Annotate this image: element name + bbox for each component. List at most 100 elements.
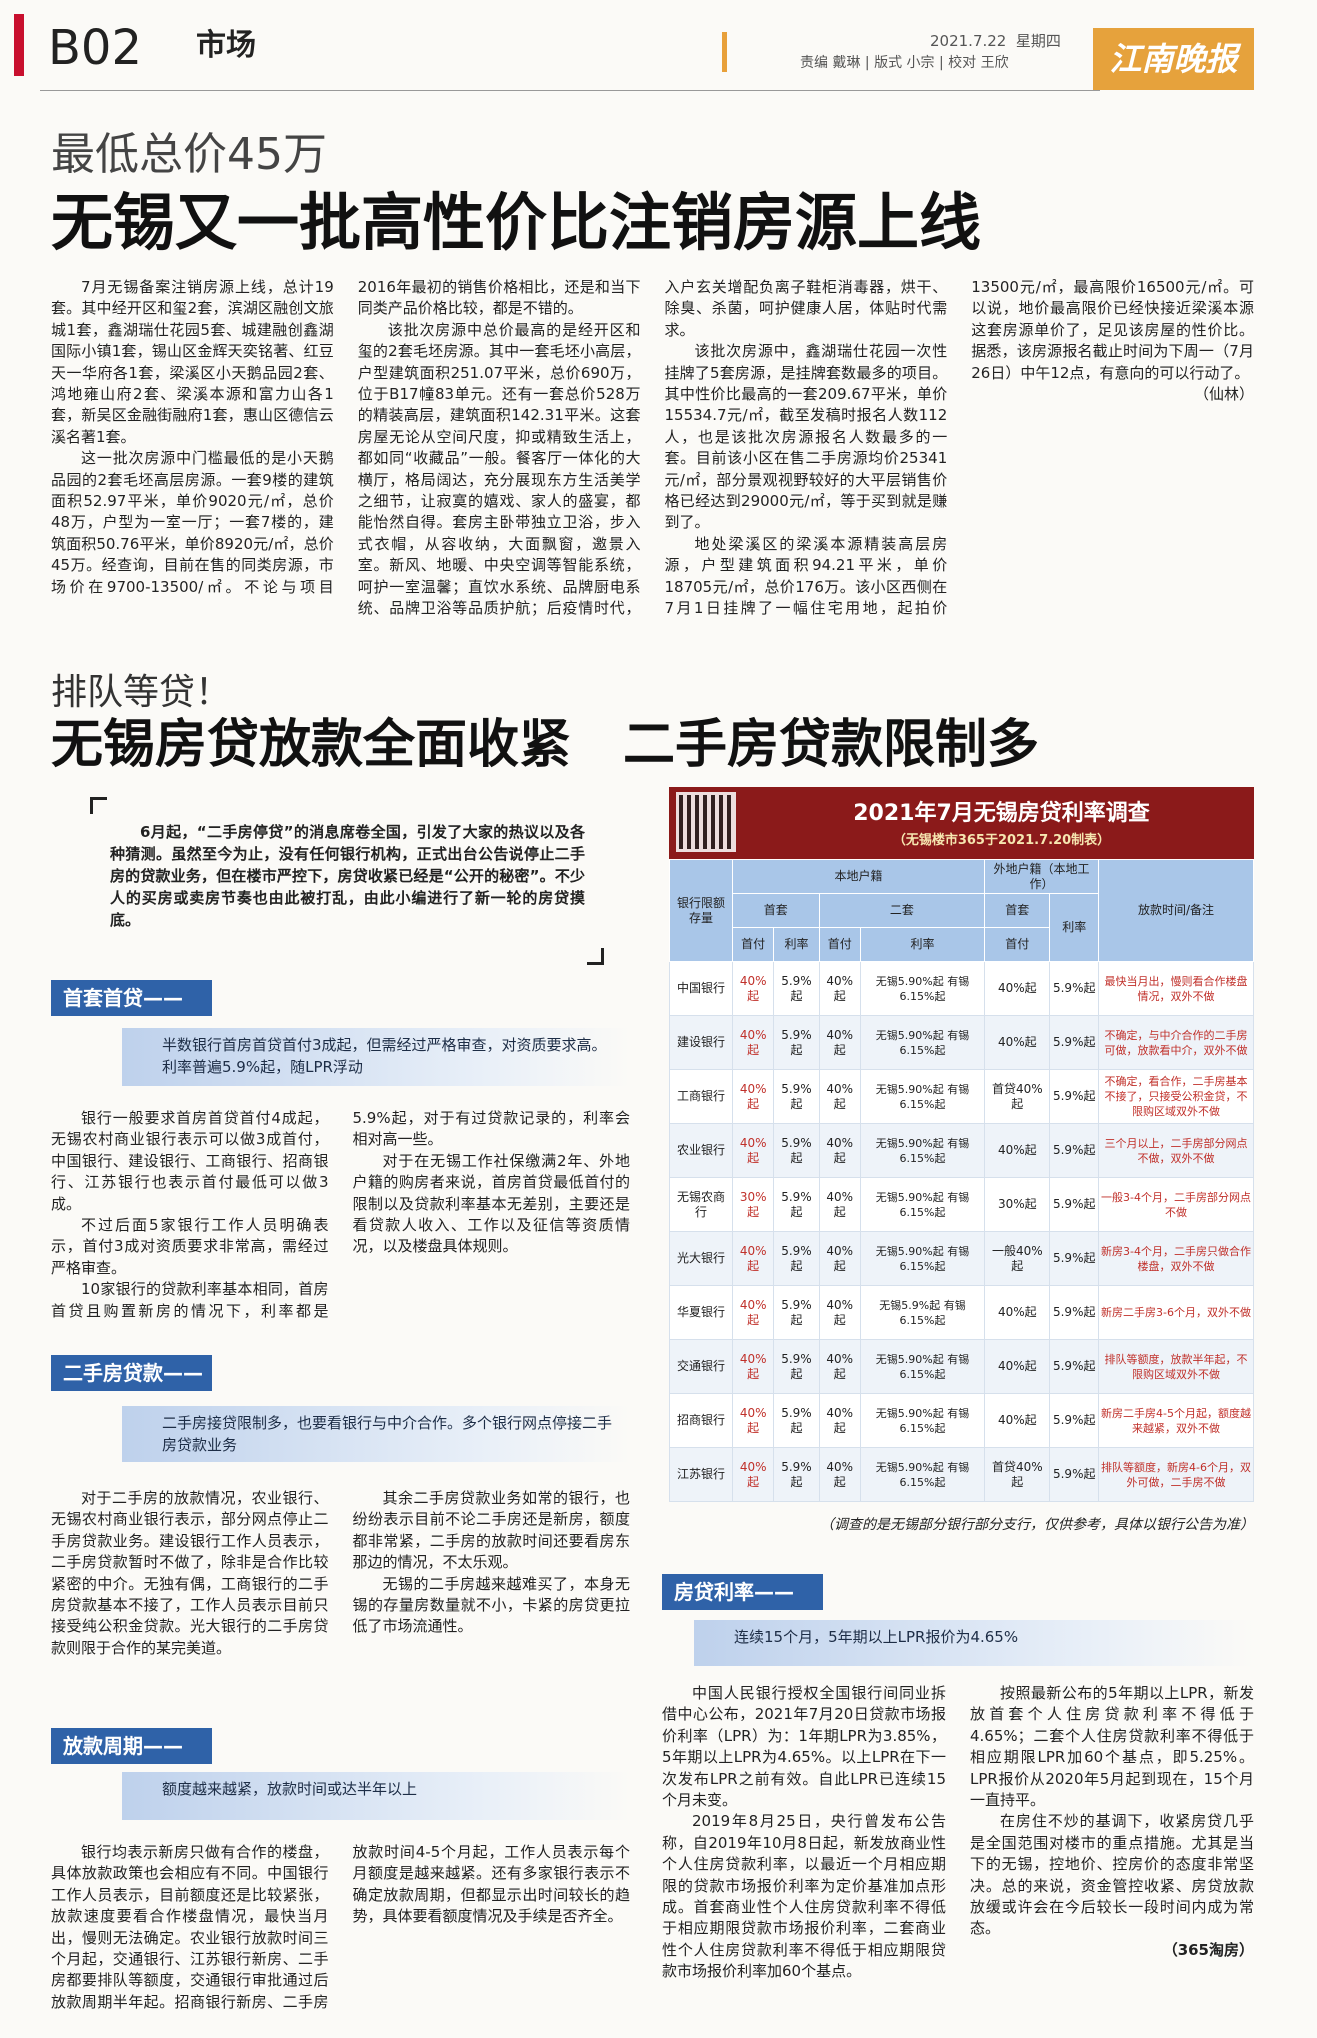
table-cell: 农业银行 bbox=[669, 1123, 733, 1178]
layout-editor: 版式 小宗 bbox=[874, 55, 935, 71]
table-cell: 5.9%起 bbox=[1049, 1231, 1099, 1286]
section-heading: 房贷利率—— bbox=[662, 1574, 823, 1610]
header-cell: 首付 bbox=[818, 927, 861, 962]
paragraph: 对于二手房的放款情况，农业银行、无锡农村商业银行表示，部分网点停止二手房贷款业务… bbox=[51, 1489, 329, 1657]
headline: 无锡又一批高性价比注销房源上线 bbox=[51, 186, 982, 259]
table-cell: 排队等额度，放款半年起，不限购区域双外不做 bbox=[1098, 1339, 1254, 1394]
table-cell: 5.9%起 bbox=[1049, 1177, 1099, 1232]
table-row: 工商银行 40%起 5.9%起 40%起 无锡5.90%起 有锡6.15%起 首贷40%起… bbox=[669, 1069, 1254, 1124]
table-cell: 40%起 bbox=[818, 1393, 861, 1448]
table-cell: 不确定，与中介合作的二手房可做，放款看中介，双外不做 bbox=[1098, 1015, 1254, 1070]
paragraph: 10家银行的贷款利率基本相同，首房首贷且购置新房的情况下，利率都是5.9%起，对… bbox=[51, 1109, 630, 1320]
table-cell: 40%起 bbox=[818, 961, 861, 1016]
red-bar bbox=[14, 14, 24, 76]
table-cell: 工商银行 bbox=[669, 1069, 733, 1124]
paragraph: 7月无锡备案注销房源上线，总计19套。其中经开区和玺2套，滨湖区融创文旅城1套，… bbox=[51, 278, 334, 446]
header-cell: 外地户籍（本地工作） bbox=[984, 859, 1099, 894]
table-cell: 无锡5.90%起 有锡6.15%起 bbox=[859, 1177, 986, 1232]
table-cell: 40%起 bbox=[731, 1123, 775, 1178]
table-row: 交通银行 40%起 5.9%起 40%起 无锡5.90%起 有锡6.15%起 40%起 5.… bbox=[669, 1339, 1254, 1394]
date: 2021.7.22 bbox=[930, 32, 1007, 50]
table-cell: 40%起 bbox=[731, 961, 775, 1016]
header-row: 首套 二套 首套 利率 bbox=[670, 893, 1254, 962]
paragraph: 银行均表示新房只做有合作的楼盘，具体放款政策也会相应有不同。中国银行工作人员表示… bbox=[51, 1843, 630, 2011]
section-summary: 半数银行首房首贷首付3成起，但需经过严格审查，对资质要求高。利率普遍5.9%起，… bbox=[122, 1028, 630, 1086]
table-cell: 交通银行 bbox=[669, 1339, 733, 1394]
table-cell: 5.9%起 bbox=[773, 961, 820, 1016]
paragraph: 这一批次房源中门槛最低的是小天鹅品园的2套毛坯高层房源。一套9楼的建筑面积52.… bbox=[51, 278, 641, 596]
table-cell: 5.9%起 bbox=[1049, 1123, 1099, 1178]
lead: 6月起，“二手房停贷”的消息席卷全国，引发了大家的热议以及各种猜测。虽然至今为止… bbox=[110, 823, 585, 929]
corner bbox=[90, 797, 107, 814]
header-cell: 本地户籍 bbox=[731, 859, 986, 894]
table-title: 2021年7月无锡房贷利率调查 bbox=[853, 801, 1150, 826]
paragraph: 不过后面5家银行工作人员明确表示，首付3成对资质要求非常高，需经过严格审查。 bbox=[51, 1216, 329, 1277]
table-note: （调查的是无锡部分银行部分支行，仅供参考，具体以银行公告为准） bbox=[820, 1517, 1254, 1533]
section-name: 市场 bbox=[196, 28, 256, 63]
byline: （仙林） bbox=[1193, 385, 1254, 404]
table-cell: 5.9%起 bbox=[773, 1177, 820, 1232]
header-cell: 首付 bbox=[731, 927, 775, 962]
table-cell: 40%起 bbox=[984, 1123, 1051, 1178]
table-cell: 40%起 bbox=[731, 1069, 775, 1124]
paragraph: 该批次房源中，鑫湖瑞仕花园一次性挂牌了5套房源，是挂牌套数最多的项目。其中性价比… bbox=[664, 342, 948, 532]
table-cell: 首贷40%起 bbox=[984, 1069, 1051, 1124]
table-cell: 新房二手房4-5个月起，额度越来越紧，双外不做 bbox=[1098, 1393, 1254, 1448]
qr-code bbox=[676, 792, 736, 852]
table-cell: 40%起 bbox=[818, 1069, 861, 1124]
header-row: 首付 利率 首付 利率 首付 bbox=[670, 927, 1254, 962]
table-cell: 30%起 bbox=[984, 1177, 1051, 1232]
table-cell: 无锡5.90%起 有锡6.15%起 bbox=[859, 1231, 986, 1286]
table-cell: 无锡5.90%起 有锡6.15%起 bbox=[859, 1123, 986, 1178]
table-cell: 40%起 bbox=[731, 1393, 775, 1448]
table-cell: 5.9%起 bbox=[1049, 961, 1099, 1016]
table-cell: 5.9%起 bbox=[773, 1015, 820, 1070]
table-cell: 招商银行 bbox=[669, 1393, 733, 1448]
table-cell: 无锡5.90%起 有锡6.15%起 bbox=[859, 1393, 986, 1448]
table-row: 招商银行 40%起 5.9%起 40%起 无锡5.90%起 有锡6.15%起 40%起 5.… bbox=[669, 1393, 1254, 1448]
table-cell: 40%起 bbox=[818, 1339, 861, 1394]
table-cell: 三个月以上，二手房部分网点不做，双外不做 bbox=[1098, 1123, 1254, 1178]
header-cell: 利率 bbox=[1049, 893, 1099, 962]
table-row: 建设银行 40%起 5.9%起 40%起 无锡5.90%起 有锡6.15%起 40%起 5.… bbox=[669, 1015, 1254, 1070]
kicker: 排队等贷！ bbox=[51, 672, 232, 713]
header-cell: 首套 bbox=[984, 893, 1051, 928]
table-cell: 5.9%起 bbox=[1049, 1069, 1099, 1124]
table-cell: 新房3-4个月，二手房只做合作楼盘，双外不做 bbox=[1098, 1231, 1254, 1286]
table-cell: 5.9%起 bbox=[773, 1447, 820, 1502]
table-cell: 5.9%起 bbox=[1049, 1339, 1099, 1394]
section-body: 银行一般要求首房首贷首付4成起，无锡农村商业银行表示可以做3成首付，中国银行、建… bbox=[51, 1108, 630, 1323]
table-cell: 首贷40%起 bbox=[984, 1447, 1051, 1502]
table-cell: 40%起 bbox=[984, 1393, 1051, 1448]
table-cell: 40%起 bbox=[984, 1015, 1051, 1070]
paragraph: 银行一般要求首房首贷首付4成起，无锡农村商业银行表示可以做3成首付，中国银行、建… bbox=[51, 1109, 329, 1213]
table-cell: 5.9%起 bbox=[1049, 1393, 1099, 1448]
table-cell: 一般40%起 bbox=[984, 1231, 1051, 1286]
credits: 责编 戴琳 | 版式 小宗 | 校对 王欣 bbox=[800, 55, 1009, 71]
table-cell: 40%起 bbox=[984, 1285, 1051, 1340]
section-body: 中国人民银行授权全国银行间同业拆借中心公布，2021年7月20日贷款市场报价利率… bbox=[662, 1683, 1254, 2013]
table-cell: 5.9%起 bbox=[773, 1231, 820, 1286]
corner bbox=[587, 948, 604, 965]
section-body: 对于二手房的放款情况，农业银行、无锡农村商业银行表示，部分网点停止二手房贷款业务… bbox=[51, 1488, 630, 1700]
table-cell: 华夏银行 bbox=[669, 1285, 733, 1340]
table-cell: 5.9%起 bbox=[1049, 1015, 1099, 1070]
weekday: 星期四 bbox=[1015, 32, 1061, 50]
table-cell: 40%起 bbox=[731, 1015, 775, 1070]
table-cell: 5.9%起 bbox=[773, 1339, 820, 1394]
table-cell: 40%起 bbox=[818, 1015, 861, 1070]
table-row: 农业银行 40%起 5.9%起 40%起 无锡5.90%起 有锡6.15%起 40%起 5.… bbox=[669, 1123, 1254, 1178]
editor: 责编 戴琳 bbox=[800, 55, 861, 71]
lead-box: 6月起，“二手房停贷”的消息席卷全国，引发了大家的热议以及各种猜测。虽然至今为止… bbox=[90, 797, 604, 965]
table-cell: 40%起 bbox=[818, 1231, 861, 1286]
section-heading: 二手房贷款—— bbox=[51, 1355, 212, 1391]
table-cell: 新房二手房3-6个月，双外不做 bbox=[1098, 1285, 1254, 1340]
section-summary: 连续15个月，5年期以上LPR报价为4.65% bbox=[694, 1620, 1254, 1666]
paragraph: 无锡的二手房越来越难买了，本身无锡的存量房数量就不小，卡紧的房贷更拉低了市场流通… bbox=[352, 1574, 631, 1636]
table-cell: 中国银行 bbox=[669, 961, 733, 1016]
paper-logo: 江南晚报 bbox=[1093, 28, 1254, 90]
table-cell: 江苏银行 bbox=[669, 1447, 733, 1502]
table-cell: 建设银行 bbox=[669, 1015, 733, 1070]
table-cell: 40%起 bbox=[818, 1447, 861, 1502]
